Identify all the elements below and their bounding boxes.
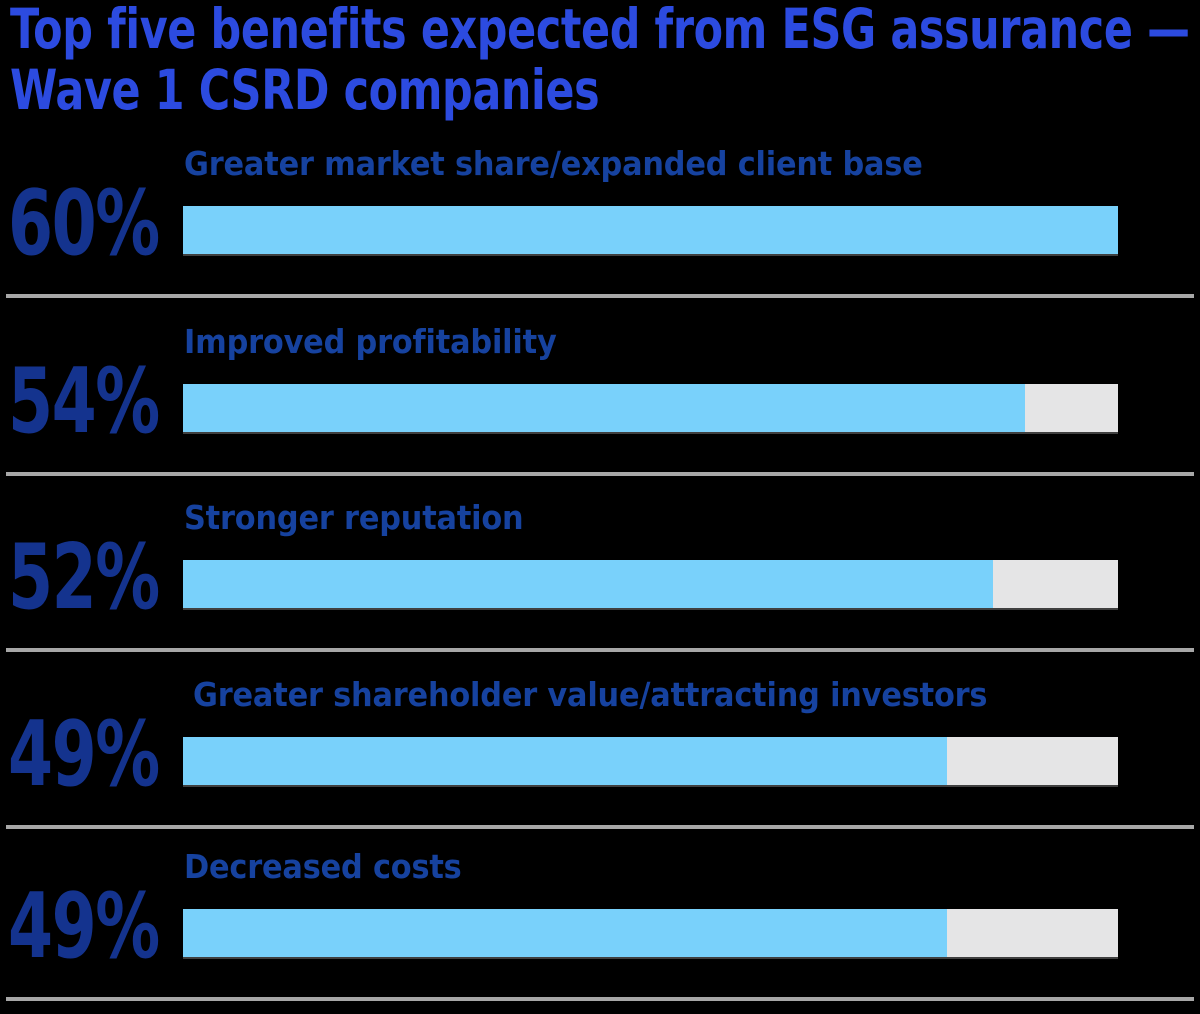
value-label: 60% xyxy=(8,171,160,276)
separator-line xyxy=(6,294,1194,298)
separator-line xyxy=(6,648,1194,652)
bar-track xyxy=(183,909,1118,957)
category-label: Stronger reputation xyxy=(184,498,524,537)
bar-track xyxy=(183,737,1118,785)
value-label: 54% xyxy=(8,349,160,454)
benefit-row: 49% Greater shareholder value/attracting… xyxy=(0,675,1200,851)
bar-fill xyxy=(183,737,947,785)
benefit-row: 54% Improved profitability xyxy=(0,322,1200,498)
category-label: Decreased costs xyxy=(184,847,462,886)
category-label: Improved profitability xyxy=(184,322,557,361)
bar-track xyxy=(183,384,1118,432)
bar-fill xyxy=(183,206,1118,254)
value-label: 52% xyxy=(8,525,160,630)
benefit-row: 49% Decreased costs xyxy=(0,847,1200,1014)
separator-line xyxy=(6,997,1194,1001)
value-label: 49% xyxy=(8,702,160,807)
bar-fill xyxy=(183,384,1025,432)
benefit-row: 52% Stronger reputation xyxy=(0,498,1200,674)
separator-line xyxy=(6,472,1194,476)
separator-line xyxy=(6,825,1194,829)
value-label: 49% xyxy=(8,874,160,979)
benefit-row: 60% Greater market share/expanded client… xyxy=(0,144,1200,320)
bar-fill xyxy=(183,560,994,608)
chart-title: Top five benefits expected from ESG assu… xyxy=(10,0,1190,122)
bar-track xyxy=(183,206,1118,254)
category-label: Greater shareholder value/attracting inv… xyxy=(193,675,988,714)
bar-track xyxy=(183,560,1118,608)
category-label: Greater market share/expanded client bas… xyxy=(184,144,923,183)
bar-fill xyxy=(183,909,947,957)
